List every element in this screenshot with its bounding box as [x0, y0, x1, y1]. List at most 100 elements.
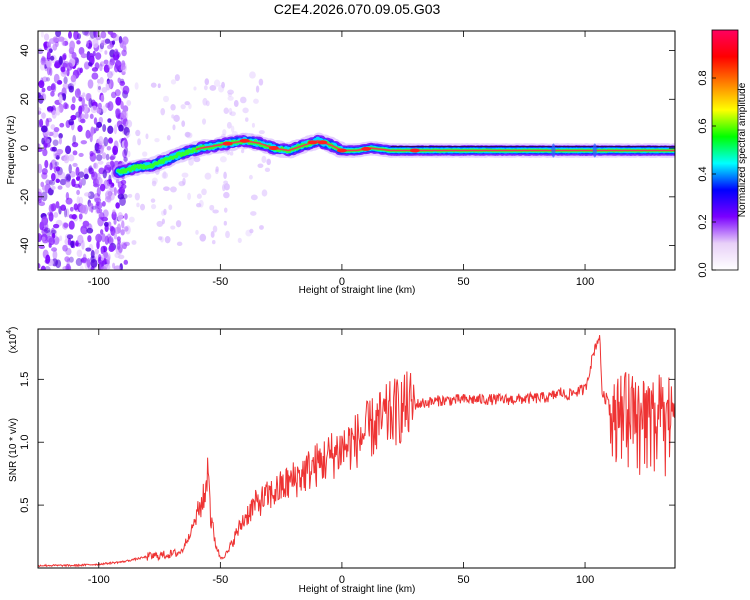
heatmap-speckle	[50, 172, 56, 182]
heatmap-speckle	[121, 242, 127, 250]
heatmap-speckle	[46, 117, 53, 123]
heatmap-speckle	[58, 171, 66, 179]
heatmap-peak	[409, 148, 420, 153]
heatmap-speckle-faint	[141, 151, 148, 157]
heatmap-speckle	[121, 49, 127, 57]
heatmap-speckle	[38, 201, 46, 207]
heatmap-speckle-faint	[229, 111, 236, 117]
heatmap-speckle-faint	[203, 85, 208, 91]
heatmap-speckle	[105, 102, 111, 108]
heatmap-speckle	[113, 218, 117, 225]
heatmap-speckle	[101, 233, 106, 243]
heatmap-speckle-faint	[251, 122, 255, 128]
heatmap-speckle	[82, 31, 89, 36]
heatmap-speckle-faint	[184, 131, 191, 138]
heatmap-speckle-faint	[249, 71, 256, 79]
svg-text:(x104): (x104)	[6, 327, 19, 354]
heatmap-speckle	[66, 175, 71, 182]
heatmap-speckle	[46, 65, 51, 76]
heatmap-speckle	[40, 57, 47, 66]
heatmap-speckle	[78, 152, 84, 157]
heatmap-speckle-faint	[223, 180, 229, 185]
heatmap-speckle	[68, 220, 75, 230]
heatmap-speckle	[82, 253, 87, 262]
heatmap-speckle	[92, 38, 99, 49]
heatmap-speckle	[89, 56, 95, 64]
heatmap-speckle	[68, 256, 74, 263]
heatmap-speckle	[106, 188, 114, 196]
heatmap-speckle	[104, 38, 111, 44]
heatmap-speckle-faint	[212, 225, 218, 233]
heatmap-speckle	[118, 35, 123, 44]
heatmap-speckle	[55, 178, 61, 183]
heatmap-speckle	[65, 179, 71, 188]
heatmap-speckle-faint	[161, 172, 169, 179]
colorbar: 0.0 0.2 0.4 0.6 0.8 Normalized spectral ampl…	[697, 29, 748, 278]
heatmap-speckle-faint	[187, 192, 192, 201]
heatmap-speckle	[106, 145, 112, 151]
heatmap-speckle	[89, 152, 97, 162]
heatmap-speckle	[105, 81, 112, 91]
heatmap-speckle	[78, 213, 83, 220]
heatmap-speckle	[83, 192, 91, 197]
colorbar-tick-label: 0.2	[697, 214, 709, 229]
heatmap-speckle	[100, 40, 105, 46]
heatmap-speckle-faint	[193, 86, 197, 91]
heatmap-speckle	[53, 223, 60, 229]
heatmap-speckle	[76, 249, 83, 258]
heatmap-speckle	[41, 93, 47, 101]
heatmap-speckle	[83, 168, 89, 176]
heatmap-speckle	[40, 31, 44, 38]
heatmap-speckle	[125, 225, 131, 235]
heatmap-speckle	[117, 193, 125, 200]
heatmap-speckle	[122, 149, 127, 159]
snr-x-tick-label: 0	[339, 574, 345, 586]
heatmap-speckle-faint	[250, 194, 258, 201]
heatmap-speckle	[115, 96, 122, 106]
heatmap-speckle-faint	[166, 135, 171, 141]
colorbar-tick-label: 0.8	[697, 70, 709, 85]
heatmap-speckle	[45, 254, 51, 264]
heatmap-speckle	[83, 173, 89, 180]
heatmap-speckle-faint	[131, 240, 137, 245]
heatmap-speckle	[48, 212, 54, 222]
heatmap-speckle	[107, 118, 112, 123]
heatmap-speckle	[57, 185, 63, 190]
heatmap-speckle-faint	[221, 81, 225, 89]
heatmap-speckle-faint	[150, 198, 156, 203]
heatmap-speckle	[46, 179, 54, 185]
heatmap-speckle	[81, 239, 85, 250]
heatmap-speckle	[43, 33, 50, 41]
heatmap-speckle	[84, 31, 91, 37]
heatmap-speckle	[102, 124, 107, 132]
heatmap-speckle-faint	[140, 203, 146, 211]
heatmap-speckle	[123, 226, 129, 232]
heatmap-speckle-faint	[255, 85, 260, 93]
heatmap-speckle	[100, 246, 104, 255]
heatmap-speckle	[62, 222, 69, 230]
heatmap-speckle-faint	[172, 124, 176, 131]
heatmap-speckle-faint	[202, 97, 208, 106]
heatmap-speckle	[38, 191, 43, 200]
heatmap-speckle	[52, 36, 59, 43]
heatmap-speckle	[48, 203, 55, 213]
heatmap-speckle-faint	[150, 82, 157, 88]
heatmap-speckle	[62, 54, 67, 61]
heatmap-speckle	[58, 94, 63, 104]
heatmap-speckle	[85, 129, 91, 139]
heatmap-speckle	[51, 110, 57, 119]
heatmap-speckle-faint	[230, 125, 235, 133]
heatmap-speckle	[81, 227, 88, 235]
heatmap-speckle	[62, 62, 68, 68]
heatmap-speckle	[49, 67, 53, 77]
heatmap-speckle	[104, 50, 108, 55]
heatmap-speckle-faint	[175, 220, 182, 228]
heatmap-speckle	[111, 40, 116, 45]
heatmap-speckle-faint	[163, 208, 167, 216]
heatmap-speckle	[77, 112, 82, 123]
heatmap-speckle	[78, 105, 83, 115]
heatmap-speckle	[68, 31, 73, 39]
snr-x-axis: -100 -50 0 50 100	[88, 329, 594, 586]
heatmap-speckle	[63, 222, 69, 228]
snr-series-line	[38, 335, 675, 568]
